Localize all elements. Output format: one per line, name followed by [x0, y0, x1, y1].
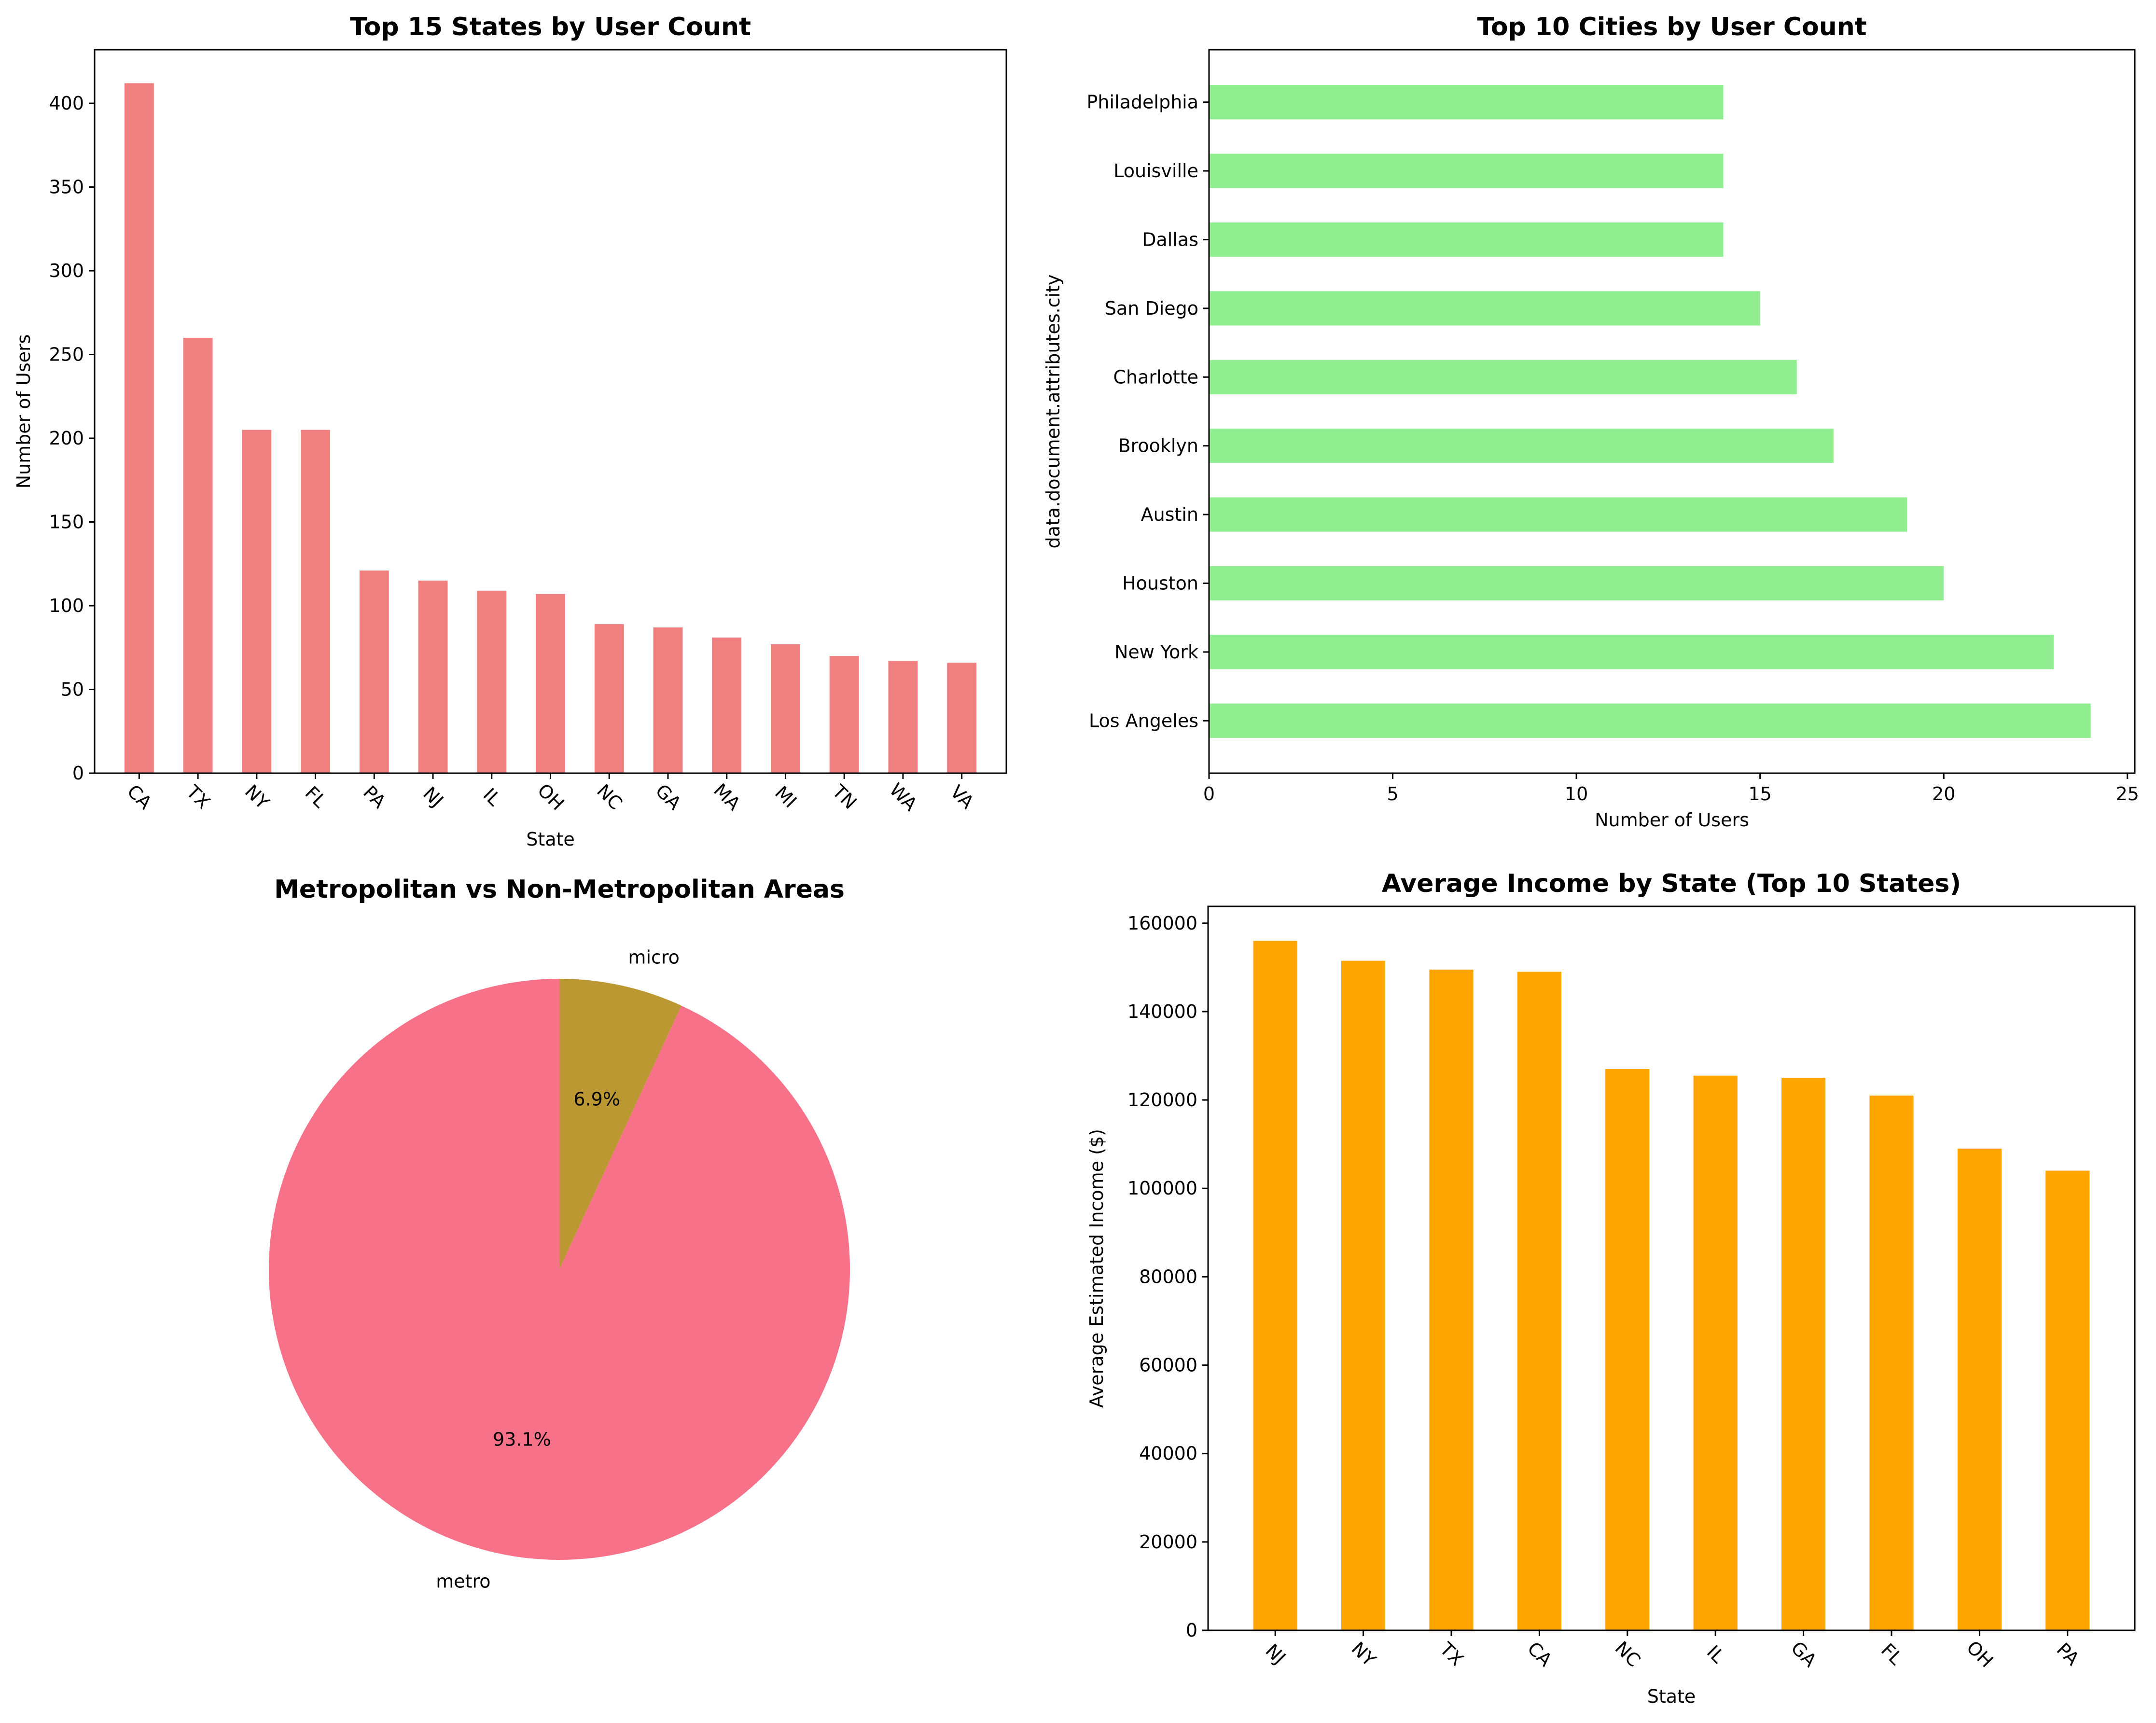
cities-bar-dallas: [1209, 222, 1724, 257]
income-x-axis-label: State: [1647, 1686, 1696, 1707]
cities-x-tick-label: 25: [2116, 783, 2139, 805]
pie-chart-title: Metropolitan vs Non-Metropolitan Areas: [274, 875, 845, 904]
states-y-tick-label: 100: [49, 595, 84, 616]
cities-y-tick-label: Louisville: [1113, 160, 1198, 181]
cities-bar-new-york: [1209, 635, 2054, 669]
states-bar-chart: Top 15 States by User Count State Number…: [13, 13, 1007, 850]
pie-label-metro: metro: [436, 1571, 490, 1592]
states-bar-fl: [301, 430, 330, 773]
states-x-axis-label: State: [526, 829, 575, 850]
pie-slice-micro: [559, 979, 682, 1269]
states-bar-il: [477, 590, 507, 773]
income-bar-ga: [1781, 1078, 1826, 1630]
pie-pct-metro: 93.1%: [493, 1429, 551, 1450]
income-bar-oh: [1957, 1148, 2002, 1630]
states-y-tick-label: 300: [49, 260, 84, 281]
cities-y-tick-label: San Diego: [1105, 298, 1198, 319]
states-y-tick-label: 400: [49, 93, 84, 114]
cities-chart-title: Top 10 Cities by User Count: [1477, 13, 1866, 42]
cities-y-tick-label: Los Angeles: [1089, 710, 1198, 731]
income-bar-pa: [2045, 1170, 2090, 1630]
states-y-tick-label: 0: [72, 763, 84, 784]
cities-y-axis-label: data.document.attributes.city: [1043, 275, 1064, 549]
income-chart-title: Average Income by State (Top 10 States): [1382, 869, 1961, 898]
states-bar-mi: [771, 644, 800, 773]
cities-y-tick-label: Brooklyn: [1118, 435, 1199, 457]
pie-label-micro: micro: [628, 946, 680, 968]
income-bar-nj: [1253, 941, 1297, 1630]
income-y-tick-label: 100000: [1127, 1178, 1197, 1199]
income-y-tick-label: 120000: [1127, 1089, 1197, 1111]
cities-y-tick-label: Philadelphia: [1086, 92, 1198, 113]
states-bar-nj: [418, 580, 448, 773]
income-y-tick-label: 60000: [1139, 1355, 1197, 1376]
cities-bar-houston: [1209, 566, 1944, 601]
cities-bar-los-angeles: [1209, 703, 2091, 738]
cities-bar-san-diego: [1209, 291, 1760, 326]
income-y-axis-label: Average Estimated Income ($): [1086, 1129, 1107, 1408]
income-y-tick-label: 0: [1186, 1620, 1197, 1641]
pie-slice-metro: [268, 979, 850, 1560]
cities-x-tick-label: 10: [1565, 783, 1588, 805]
cities-bar-brooklyn: [1209, 429, 1834, 463]
states-y-tick-label: 250: [49, 344, 84, 365]
cities-bar-charlotte: [1209, 360, 1797, 394]
states-bar-nc: [594, 624, 624, 773]
income-bar-ny: [1341, 960, 1386, 1630]
states-bar-oh: [536, 594, 565, 773]
states-bar-wa: [888, 661, 918, 773]
cities-y-tick-label: Austin: [1141, 504, 1198, 525]
income-bar-ca: [1517, 972, 1561, 1630]
states-bar-va: [947, 662, 977, 773]
states-y-tick-label: 350: [49, 177, 84, 198]
states-bars: [124, 83, 977, 773]
states-y-tick-label: 150: [49, 512, 84, 533]
income-bar-fl: [1869, 1095, 1914, 1630]
cities-bars: [1209, 85, 2091, 738]
states-bar-tx: [183, 337, 213, 773]
states-plot-frame: [94, 49, 1007, 774]
income-y-tick-label: 80000: [1139, 1266, 1197, 1287]
income-bar-chart: Average Income by State (Top 10 States) …: [1086, 869, 2136, 1707]
states-bar-tn: [829, 656, 859, 773]
pie-slices: metro 93.1% micro 6.9%: [268, 946, 850, 1592]
cities-plot-frame: [1208, 49, 2136, 774]
cities-y-tick-label: Houston: [1122, 573, 1198, 594]
income-y-tick-label: 20000: [1139, 1531, 1197, 1553]
states-y-tick-label: 200: [49, 428, 84, 449]
income-y-tick-label: 140000: [1127, 1001, 1197, 1022]
income-bar-tx: [1429, 969, 1474, 1630]
cities-y-tick-label: New York: [1114, 641, 1198, 663]
cities-x-tick-label: 0: [1203, 783, 1215, 805]
income-plot-frame: [1207, 905, 2136, 1631]
states-bar-ny: [242, 430, 272, 773]
states-bar-pa: [359, 570, 389, 773]
cities-y-tick-label: Charlotte: [1113, 366, 1198, 388]
states-bar-ca: [124, 83, 154, 773]
states-bar-ma: [712, 637, 742, 773]
metro-pie-chart: Metropolitan vs Non-Metropolitan Areas m…: [268, 875, 850, 1592]
cities-x-tick-label: 5: [1387, 783, 1398, 805]
income-bar-nc: [1605, 1069, 1650, 1630]
cities-bar-philadelphia: [1209, 85, 1724, 120]
cities-bar-austin: [1209, 497, 1907, 532]
states-y-tick-label: 50: [61, 679, 84, 700]
cities-x-tick-label: 20: [1932, 783, 1955, 805]
income-y-tick-label: 40000: [1139, 1443, 1197, 1464]
income-bars: [1253, 941, 2090, 1630]
cities-bar-chart: Top 10 Cities by User Count Number of Us…: [1043, 13, 2139, 831]
income-y-tick-label: 160000: [1127, 913, 1197, 934]
cities-ticks: Los Angeles New York Houston Austin Brooklyn…: [1086, 92, 2139, 805]
cities-x-tick-label: 15: [1748, 783, 1771, 805]
cities-y-tick-label: Dallas: [1142, 229, 1198, 250]
cities-bar-louisville: [1209, 153, 1724, 188]
states-y-axis-label: Number of Users: [13, 334, 34, 489]
states-bar-ga: [653, 627, 683, 773]
states-chart-title: Top 15 States by User Count: [350, 13, 751, 42]
pie-pct-micro: 6.9%: [573, 1088, 620, 1110]
cities-x-axis-label: Number of Users: [1595, 809, 1749, 831]
income-bar-il: [1693, 1075, 1738, 1630]
